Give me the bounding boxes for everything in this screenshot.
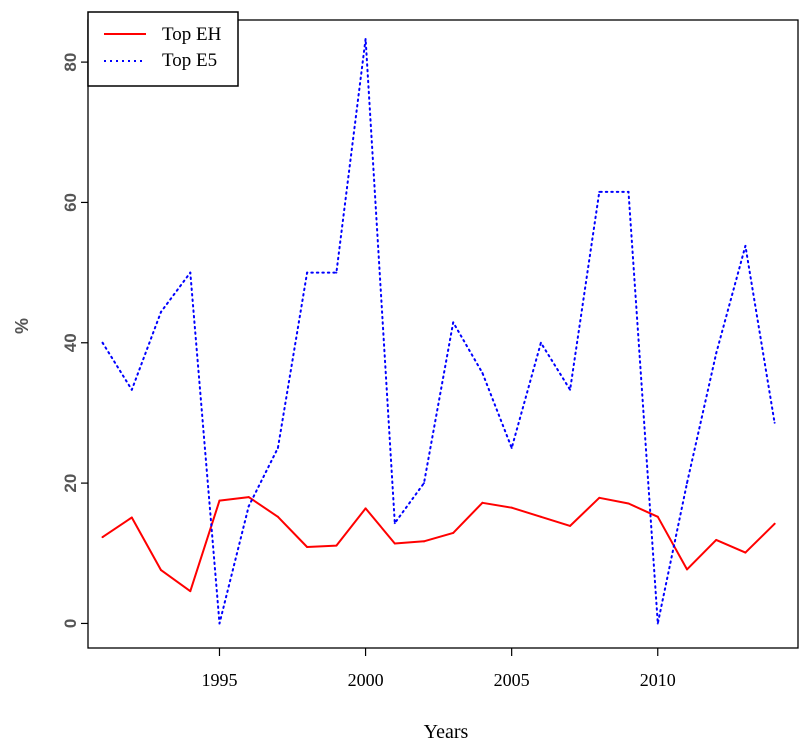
data-point-top-eh <box>744 551 747 554</box>
x-axis: 1995 2000 2005 2010 <box>201 648 676 690</box>
data-point-top-e5 <box>656 622 659 625</box>
data-point-top-eh <box>101 536 104 539</box>
data-point-top-eh <box>130 516 133 519</box>
data-point-top-eh <box>306 545 309 548</box>
y-tick-label: 60 <box>61 193 80 212</box>
y-tick-label: 0 <box>61 619 80 628</box>
data-point-top-eh <box>189 590 192 593</box>
x-tick-label: 2010 <box>640 670 676 690</box>
legend-label-top-eh: Top EH <box>162 24 222 45</box>
series-layer <box>101 37 776 625</box>
data-point-top-eh <box>627 502 630 505</box>
data-point-top-e5 <box>189 271 192 274</box>
data-point-top-e5 <box>276 447 279 450</box>
y-tick-label: 20 <box>61 474 80 493</box>
data-point-top-eh <box>685 568 688 571</box>
data-point-top-e5 <box>510 447 513 450</box>
data-point-top-eh <box>247 496 250 499</box>
data-point-top-e5 <box>685 482 688 485</box>
x-tick-label: 1995 <box>201 670 237 690</box>
data-point-top-e5 <box>744 244 747 247</box>
data-point-top-eh <box>160 569 163 572</box>
data-point-top-eh <box>598 496 601 499</box>
data-point-top-eh <box>364 507 367 510</box>
data-point-top-eh <box>335 544 338 547</box>
data-point-top-eh <box>423 540 426 543</box>
data-point-top-e5 <box>306 271 309 274</box>
data-point-top-e5 <box>627 190 630 193</box>
data-point-top-eh <box>393 542 396 545</box>
data-point-top-e5 <box>715 352 718 355</box>
data-point-top-eh <box>510 506 513 509</box>
data-point-top-eh <box>656 515 659 518</box>
y-axis: 0 20 40 60 80 <box>61 53 88 628</box>
data-point-top-e5 <box>335 271 338 274</box>
data-point-top-e5 <box>452 321 455 324</box>
data-point-top-eh <box>715 538 718 541</box>
data-point-top-eh <box>218 499 221 502</box>
data-point-top-eh <box>539 515 542 518</box>
legend-label-top-e5: Top E5 <box>162 50 217 71</box>
legend-box <box>87 11 239 87</box>
series-line-top-e5 <box>101 37 776 625</box>
y-tick-label: 40 <box>61 333 80 352</box>
data-point-top-e5 <box>539 341 542 344</box>
legend: Top EH Top E5 <box>87 11 239 87</box>
plot-frame <box>87 19 799 649</box>
data-point-top-e5 <box>481 371 484 374</box>
data-point-top-e5 <box>247 505 250 508</box>
data-point-top-e5 <box>160 310 163 313</box>
x-tick-label: 2005 <box>494 670 530 690</box>
data-point-top-eh <box>481 501 484 504</box>
data-point-top-e5 <box>598 190 601 193</box>
data-point-top-e5 <box>101 341 104 344</box>
data-point-top-eh <box>569 524 572 527</box>
data-point-top-eh <box>773 522 776 525</box>
data-point-top-e5 <box>130 388 133 391</box>
data-point-top-eh <box>276 515 279 518</box>
data-point-top-e5 <box>364 37 367 40</box>
data-point-top-eh <box>452 531 455 534</box>
series-line-top-eh <box>101 496 776 593</box>
data-point-top-e5 <box>218 622 221 625</box>
data-point-top-e5 <box>393 522 396 525</box>
data-point-top-e5 <box>423 482 426 485</box>
y-tick-label: 80 <box>61 53 80 72</box>
x-tick-label: 2000 <box>348 670 384 690</box>
x-axis-title: Years <box>424 721 469 743</box>
y-axis-title: % <box>12 318 32 334</box>
data-point-top-e5 <box>569 388 572 391</box>
data-point-top-e5 <box>773 421 776 424</box>
